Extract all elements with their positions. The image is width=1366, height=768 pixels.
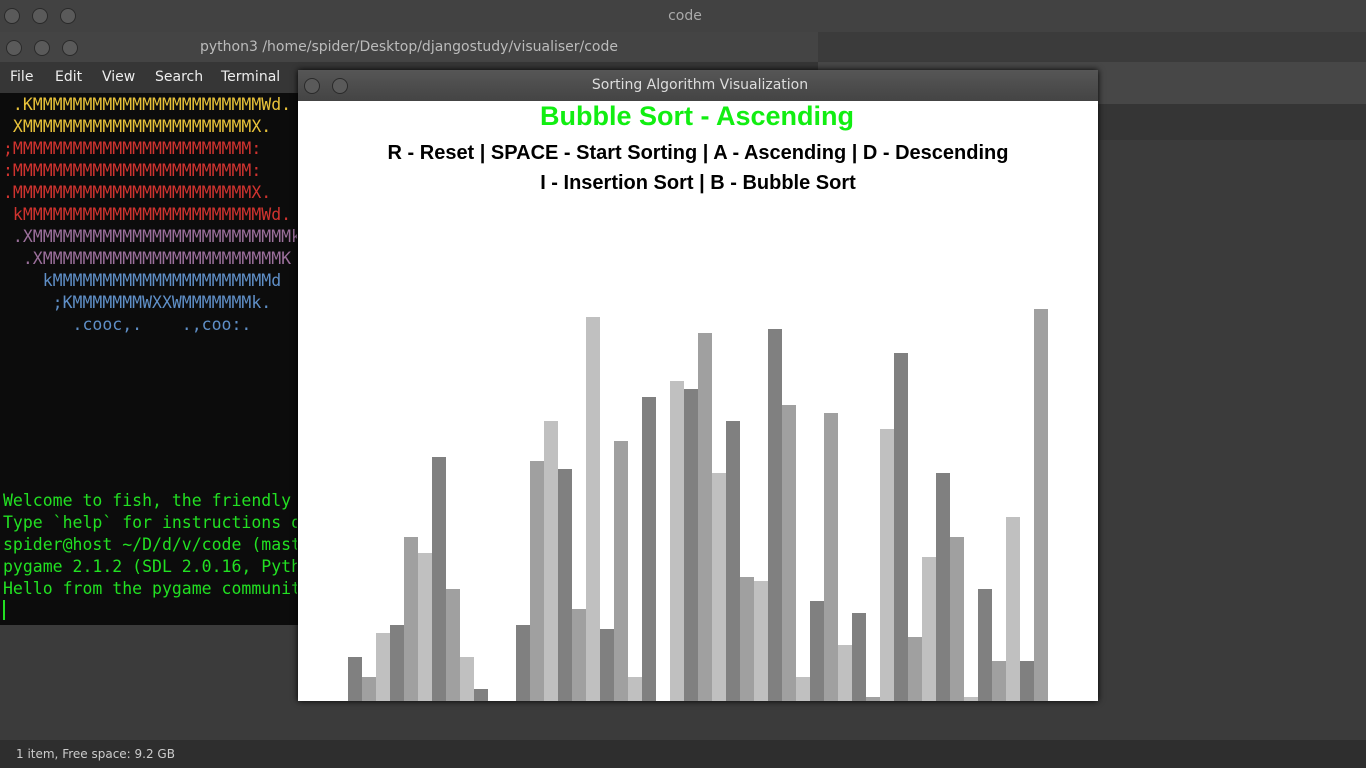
bar — [404, 537, 418, 701]
bar — [1020, 661, 1034, 701]
bar — [838, 645, 852, 701]
ascii-art-line: .XMMMMMMMMMMMMMMMMMMMMMMMMMMk — [3, 227, 297, 246]
bar — [446, 589, 460, 701]
terminal-line: pygame 2.1.2 (SDL 2.0.16, Pyth — [3, 557, 297, 576]
bar — [852, 613, 866, 701]
bar — [628, 677, 642, 701]
bar — [978, 589, 992, 701]
bar — [474, 689, 488, 701]
ascii-art-line: ;KMMMMMMMWXXWMMMMMMMk. — [3, 293, 272, 312]
bar — [698, 333, 712, 701]
pygame-titlebar: Sorting Algorithm Visualization — [298, 70, 1098, 101]
menu-item[interactable]: View — [102, 69, 136, 85]
bar — [796, 677, 810, 701]
bar — [432, 457, 446, 701]
bar — [586, 317, 600, 701]
bar — [754, 581, 768, 701]
menu-item[interactable]: Edit — [55, 69, 83, 85]
bar — [908, 637, 922, 701]
bar — [740, 577, 754, 701]
bar — [600, 629, 614, 701]
bar — [390, 625, 404, 701]
bar — [684, 389, 698, 701]
bar — [950, 537, 964, 701]
bar — [530, 461, 544, 701]
bar — [922, 557, 936, 701]
bar — [642, 397, 656, 701]
ascii-art-line: .MMMMMMMMMMMMMMMMMMMMMMMMX. — [3, 183, 272, 202]
instruction: R - Reset | SPACE - Start Sorting | A - … — [387, 142, 1009, 164]
terminal-line: Welcome to fish, the friendly — [3, 491, 292, 510]
bar — [880, 429, 894, 701]
menu-item[interactable]: Terminal — [221, 69, 281, 85]
cursor — [3, 600, 5, 620]
bar — [894, 353, 908, 701]
heading: Bubble Sort - Ascending — [539, 101, 854, 131]
ascii-art-line: ;MMMMMMMMMMMMMMMMMMMMMMMM: — [3, 139, 262, 158]
ascii-art-line: .XMMMMMMMMMMMMMMMMMMMMMMMMK — [3, 249, 292, 268]
bar — [712, 473, 726, 701]
bar — [460, 657, 474, 701]
top-window-bar: code — [0, 0, 1366, 32]
bar — [544, 421, 558, 701]
ascii-art-line: kMMMMMMMMMMMMMMMMMMMMMMd — [3, 271, 282, 290]
bar — [866, 697, 880, 701]
bar — [726, 421, 740, 701]
terminal-title: python3 /home/spider/Desktop/djangostudy… — [199, 39, 619, 55]
pygame-window: Sorting Algorithm Visualization Bubble S… — [298, 70, 1098, 701]
bar — [810, 601, 824, 701]
status-bar: 1 item, Free space: 9.2 GB — [0, 740, 1366, 768]
bar — [1034, 309, 1048, 701]
pygame-title: Sorting Algorithm Visualization — [591, 77, 809, 93]
ascii-art-line: kMMMMMMMMMMMMMMMMMMMMMMMMWd. — [3, 205, 292, 224]
ascii-art-line: .cooc,. .,coo:. — [3, 315, 252, 334]
terminal-line: Type `help` for instructions o — [3, 513, 297, 532]
bar — [572, 609, 586, 701]
bar — [558, 469, 572, 701]
menu-item[interactable]: Search — [155, 69, 204, 85]
bar — [670, 381, 684, 701]
bar — [992, 661, 1006, 701]
bar — [614, 441, 628, 701]
bar — [824, 413, 838, 701]
bar — [376, 633, 390, 701]
bar — [1006, 517, 1020, 701]
bars — [348, 309, 1048, 701]
terminal-line: spider@host ~/D/d/v/code (mast — [3, 535, 297, 554]
bar — [348, 657, 362, 701]
bar — [782, 405, 796, 701]
bar — [936, 473, 950, 701]
ascii-art-line: .KMMMMMMMMMMMMMMMMMMMMMMMWd. — [3, 95, 292, 114]
instruction: I - Insertion Sort | B - Bubble Sort — [540, 172, 856, 194]
bar — [418, 553, 432, 701]
bar — [362, 677, 376, 701]
status-text: 1 item, Free space: 9.2 GB — [16, 747, 175, 761]
bar — [516, 625, 530, 701]
window-title: code — [668, 8, 702, 24]
ascii-art-line: XMMMMMMMMMMMMMMMMMMMMMMMX. — [3, 117, 272, 136]
canvas: Bubble Sort - Ascending R - Reset | SPAC… — [298, 101, 1098, 701]
terminal-line: Hello from the pygame communit — [3, 579, 297, 598]
menu-item[interactable]: File — [10, 69, 34, 85]
bar — [964, 697, 978, 701]
terminal-titlebar: python3 /home/spider/Desktop/djangostudy… — [0, 32, 818, 62]
terminal-body: .KMMMMMMMMMMMMMMMMMMMMMMMWd. XMMMMMMMMMM… — [3, 94, 297, 625]
bar — [768, 329, 782, 701]
ascii-art-line: :MMMMMMMMMMMMMMMMMMMMMMMM: — [3, 161, 262, 180]
